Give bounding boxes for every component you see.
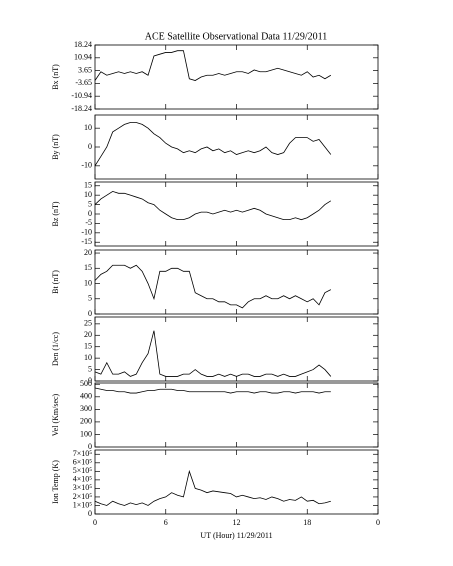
y-tick-label: 15 [84,342,92,351]
y-tick-label: 0 [88,209,92,218]
y-tick-label: -10.94 [71,91,92,100]
y-tick-label: 6×10⁵ [73,458,93,467]
data-line [94,469,331,506]
panel-frame [94,44,379,110]
data-line [94,264,332,309]
data-line [94,50,332,81]
data-line [94,122,332,167]
y-tick-label: 10 [84,278,92,287]
y-tick-label: 0 [88,442,92,451]
y-tick-label: 5 [88,199,92,208]
y-axis-label: Bx (nT) [51,64,60,90]
y-tick-label: -15 [81,237,92,246]
y-tick-label: 200 [80,417,92,426]
data-line [94,387,331,394]
x-tick-label: 0 [376,518,380,527]
y-tick-label: 400 [80,392,92,401]
panel-frame [94,249,379,315]
data-line [94,190,332,221]
data-line [94,330,332,377]
y-axis-label: Bz (nT) [51,201,60,226]
y-tick-label: 18.24 [74,40,92,49]
y-tick-label: 3.65 [78,65,92,74]
panel-frame [94,114,379,180]
y-tick-label: 10 [84,353,92,362]
y-tick-label: 10 [84,123,92,132]
panel-frame [94,181,379,247]
y-tick-label: 5 [88,364,92,373]
y-tick-label: 15 [84,263,92,272]
y-axis-label: Den (1/cc) [51,332,60,366]
y-tick-label: 20 [84,248,92,257]
y-tick-label: 0 [88,376,92,385]
y-tick-label: 3×10⁵ [73,483,93,492]
y-tick-label: 2×10⁵ [73,492,93,501]
y-tick-label: -10 [81,161,92,170]
y-tick-label: 10.94 [74,53,92,62]
y-tick-label: 7×10⁵ [73,449,93,458]
x-tick-label: 12 [233,518,241,527]
y-tick-label: -10 [81,228,92,237]
y-tick-label: 100 [80,429,92,438]
y-tick-label: 0 [88,509,92,518]
y-tick-label: 0 [88,142,92,151]
x-tick-label: 18 [303,518,311,527]
y-axis-label: By (nT) [51,134,60,160]
y-tick-label: 300 [80,404,92,413]
y-axis-label: Bt (nT) [51,270,60,294]
y-tick-label: -5 [85,218,92,227]
y-tick-label: 5×10⁵ [73,466,93,475]
x-axis-label: UT (Hour) 11/29/2011 [200,531,272,540]
y-tick-label: 20 [84,330,92,339]
y-tick-label: 4×10⁵ [73,475,93,484]
x-tick-label: 0 [93,518,97,527]
y-tick-label: 500 [80,379,92,388]
y-axis-label: Vel (Km/sec) [51,393,60,436]
y-tick-label: 15 [84,181,92,190]
y-tick-label: -3.65 [75,78,92,87]
y-tick-label: 0 [88,309,92,318]
y-tick-label: -18.24 [71,104,92,113]
y-tick-label: 1×10⁵ [73,500,93,509]
chart-title: ACE Satellite Observational Data 11/29/2… [145,31,328,42]
x-tick-label: 6 [164,518,168,527]
y-tick-label: 25 [84,319,92,328]
y-axis-label: Ion Temp (K) [51,460,60,504]
y-tick-label: 5 [88,294,92,303]
y-tick-label: 10 [84,190,92,199]
